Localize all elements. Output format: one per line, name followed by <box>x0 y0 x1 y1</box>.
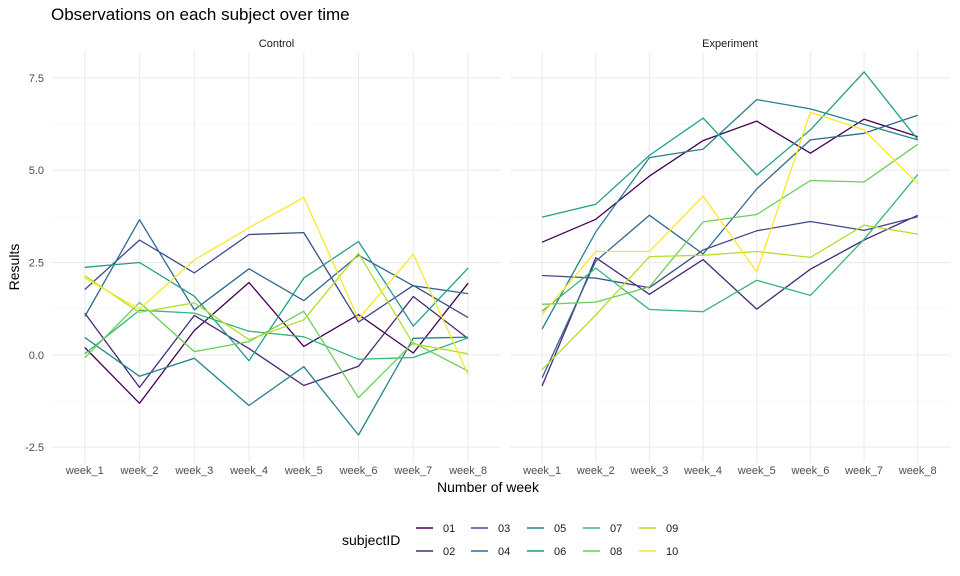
series-line-control-05 <box>84 336 469 436</box>
panel-label-experiment: Experiment <box>702 38 758 50</box>
legend-label-08: 08 <box>610 546 622 558</box>
x-tick-label: week_3 <box>629 465 668 477</box>
y-tick-label: -2.5 <box>25 442 44 454</box>
x-tick-label: week_5 <box>284 465 323 477</box>
x-tick-label: week_4 <box>229 465 268 477</box>
y-tick-label: 7.5 <box>29 73 44 85</box>
legend-label-07: 07 <box>610 523 622 535</box>
legend-label-01: 01 <box>443 523 455 535</box>
x-tick-label: week_1 <box>522 465 561 477</box>
series-line-experiment-09 <box>541 224 918 371</box>
legend-title: subjectID <box>342 532 400 548</box>
series-line-control-07 <box>84 309 469 360</box>
chart-title: Observations on each subject over time <box>51 5 350 24</box>
y-tick-label: 0.0 <box>29 350 44 362</box>
legend-label-02: 02 <box>443 546 455 558</box>
series-line-experiment-04 <box>541 114 918 379</box>
x-tick-label: week_2 <box>576 465 615 477</box>
series-line-experiment-03 <box>542 216 918 289</box>
x-tick-label: week_8 <box>898 465 937 477</box>
x-tick-label: week_1 <box>65 465 104 477</box>
series-line-control-04 <box>84 219 469 317</box>
legend: subjectID 01 02 03 04 05 06 07 08 09 10 <box>342 523 678 558</box>
series-line-experiment-02 <box>541 214 918 387</box>
x-tick-label: week_4 <box>683 465 722 477</box>
series-line-control-03 <box>84 231 469 323</box>
series-line-experiment-08 <box>542 143 919 305</box>
legend-label-06: 06 <box>554 546 566 558</box>
x-tick-label: week_2 <box>120 465 159 477</box>
y-tick-label: 5.0 <box>29 165 44 177</box>
series-line-experiment-01 <box>541 118 918 243</box>
panel-label-control: Control <box>259 38 294 50</box>
series-line-control-10 <box>84 196 469 375</box>
legend-label-03: 03 <box>498 523 510 535</box>
x-tick-label: week_8 <box>448 465 487 477</box>
legend-label-10: 10 <box>666 546 678 558</box>
x-tick-label: week_5 <box>737 465 776 477</box>
legend-label-09: 09 <box>666 523 678 535</box>
series-line-experiment-05 <box>541 98 918 330</box>
series-line-experiment-10 <box>541 111 919 316</box>
y-axis-title: Results <box>6 244 22 291</box>
chart-panels: Control -2.5 0.0 2.5 5.0 7.5 week_1 week_2 week_… <box>25 38 950 477</box>
x-tick-label: week_7 <box>393 465 432 477</box>
series-line-control-01 <box>84 281 469 404</box>
x-tick-label: week_7 <box>844 465 883 477</box>
panel-control: Control -2.5 0.0 2.5 5.0 7.5 week_1 week_2 week_… <box>25 38 501 477</box>
series-line-experiment-07 <box>541 174 919 313</box>
legend-label-05: 05 <box>554 523 566 535</box>
y-tick-label: 2.5 <box>29 258 44 270</box>
series-line-control-02 <box>84 295 469 389</box>
legend-label-04: 04 <box>498 546 510 558</box>
series-line-control-06 <box>84 240 469 362</box>
x-tick-label: week_3 <box>174 465 213 477</box>
x-tick-label: week_6 <box>339 465 378 477</box>
series-line-control-09 <box>84 252 469 355</box>
panel-experiment: Experiment week_1 week_2 week_3 week_4 week_5… <box>510 38 950 477</box>
x-tick-label: week_6 <box>790 465 829 477</box>
x-axis-title: Number of week <box>437 479 540 495</box>
series-line-experiment-06 <box>541 71 919 218</box>
